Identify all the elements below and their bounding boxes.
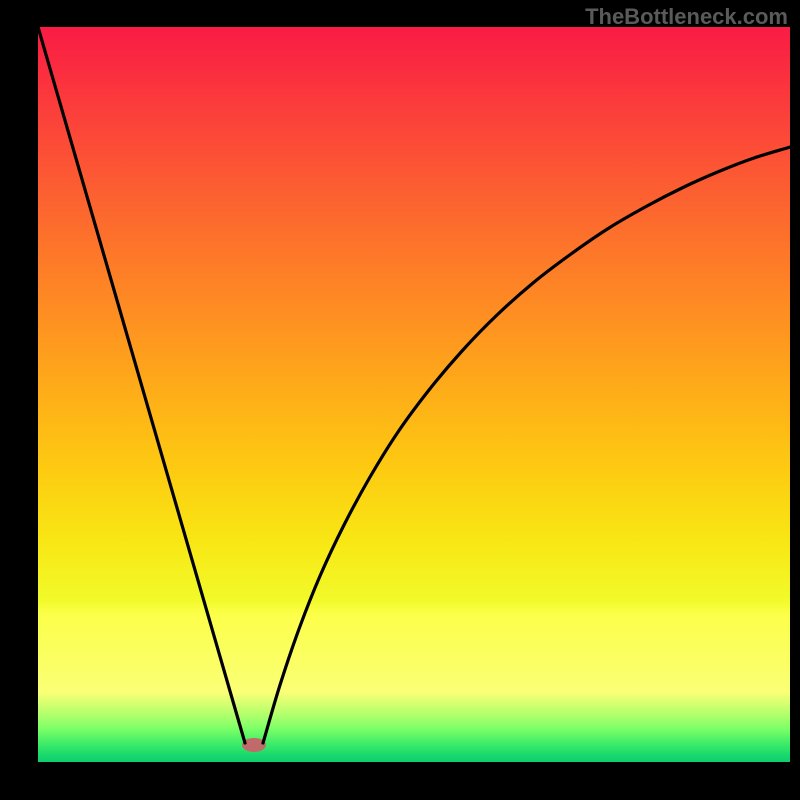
plot-area	[38, 27, 790, 762]
curve-layer	[38, 27, 790, 762]
left-branch-line	[38, 27, 245, 743]
watermark-label: TheBottleneck.com	[585, 4, 788, 30]
right-branch-curve	[263, 147, 791, 743]
chart-container: TheBottleneck.com	[0, 0, 800, 800]
